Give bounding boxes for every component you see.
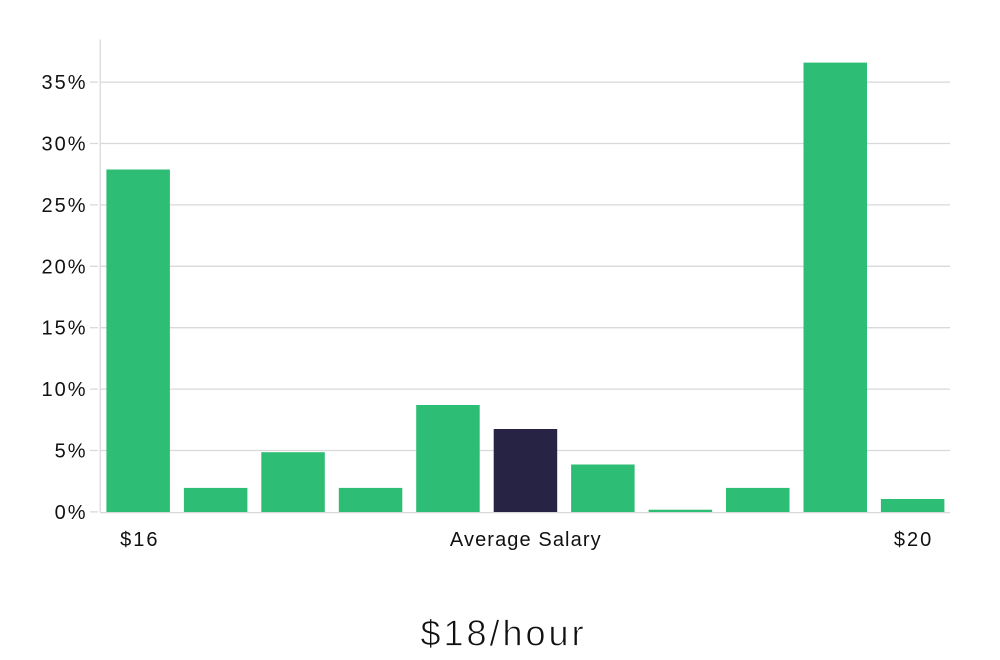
svg-text:0%: 0% xyxy=(55,502,88,524)
svg-text:15%: 15% xyxy=(41,318,87,340)
svg-text:35%: 35% xyxy=(41,72,87,94)
svg-text:25%: 25% xyxy=(41,195,87,217)
svg-text:$18/hour: $18/hour xyxy=(420,613,586,654)
svg-text:$20: $20 xyxy=(894,529,933,551)
svg-text:10%: 10% xyxy=(41,379,87,401)
svg-text:20%: 20% xyxy=(41,256,87,278)
svg-text:$16: $16 xyxy=(120,529,159,551)
svg-text:30%: 30% xyxy=(41,134,87,156)
svg-text:Average Salary: Average Salary xyxy=(450,529,602,551)
svg-text:5%: 5% xyxy=(55,441,88,463)
